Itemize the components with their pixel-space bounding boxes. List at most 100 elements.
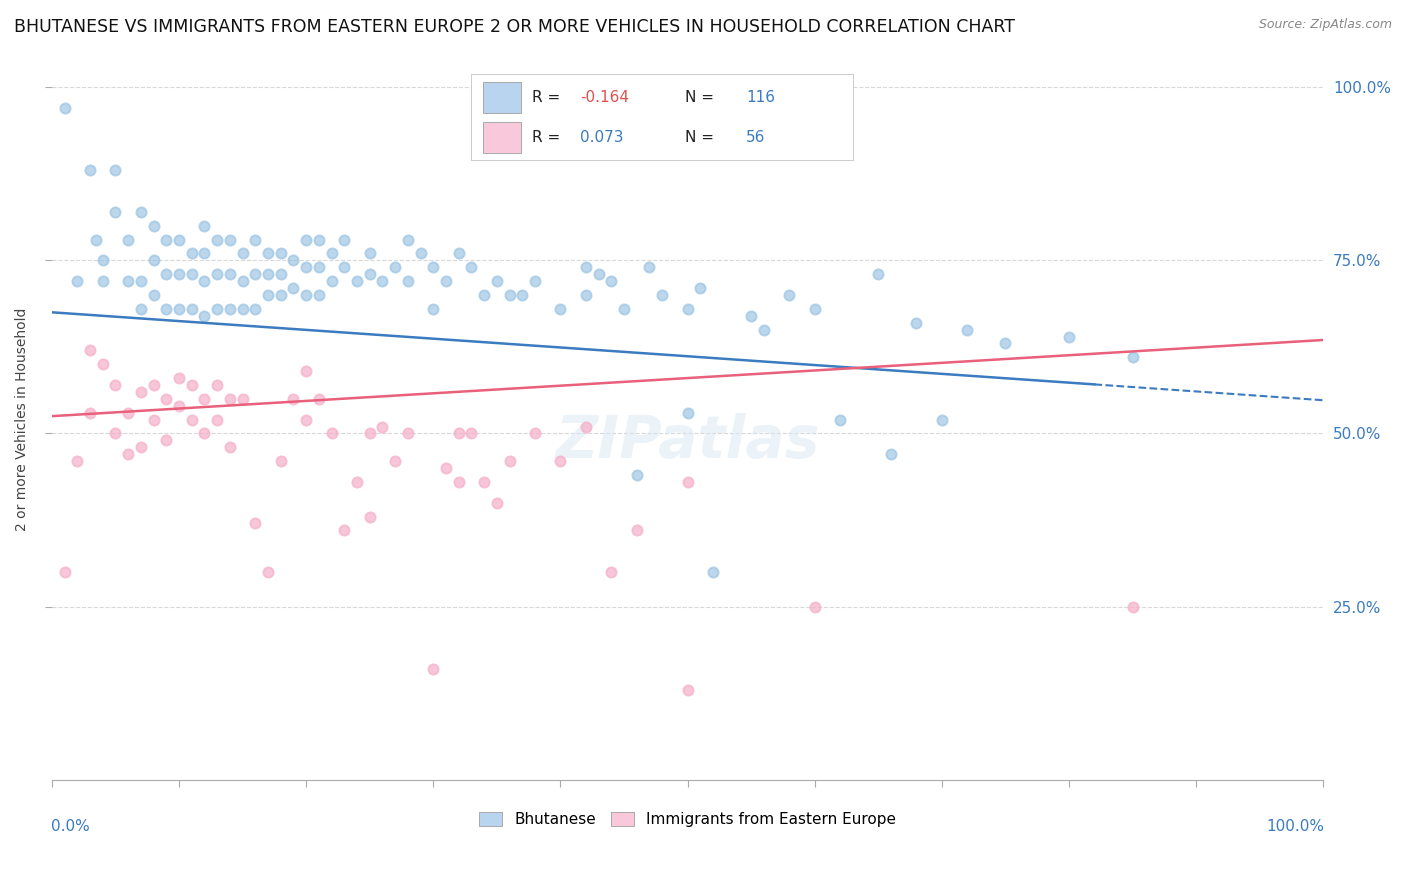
Point [257, 246, 280, 260]
Point [321, 274, 343, 288]
Point [91, 274, 114, 288]
Point [142, 412, 165, 426]
Point [180, 246, 202, 260]
Point [53, 101, 76, 115]
Point [270, 288, 292, 302]
Point [472, 288, 495, 302]
Point [205, 378, 228, 392]
Point [245, 233, 267, 247]
Point [245, 301, 267, 316]
Point [66, 454, 89, 468]
Point [193, 219, 215, 233]
Point [193, 426, 215, 441]
Text: ZIPatlas: ZIPatlas [555, 413, 820, 470]
Point [651, 288, 673, 302]
Point [142, 378, 165, 392]
Point [155, 233, 177, 247]
Point [422, 662, 444, 676]
Point [142, 253, 165, 268]
Point [447, 426, 470, 441]
Point [104, 205, 127, 219]
Point [333, 260, 356, 275]
Point [117, 233, 139, 247]
Point [219, 267, 242, 281]
Point [333, 524, 356, 538]
Point [994, 336, 1017, 351]
Point [79, 163, 101, 178]
Point [205, 267, 228, 281]
Point [676, 406, 699, 420]
Point [219, 233, 242, 247]
Point [588, 267, 610, 281]
Point [676, 301, 699, 316]
Point [575, 419, 598, 434]
Point [180, 301, 202, 316]
Point [91, 357, 114, 371]
Point [626, 468, 648, 483]
Point [498, 288, 520, 302]
Point [270, 454, 292, 468]
Point [880, 447, 903, 461]
Point [702, 565, 724, 579]
Point [167, 233, 190, 247]
Point [485, 274, 508, 288]
Point [524, 274, 547, 288]
Point [830, 412, 852, 426]
Point [295, 288, 318, 302]
Point [219, 440, 242, 454]
Point [167, 267, 190, 281]
Point [676, 682, 699, 697]
Point [180, 378, 202, 392]
Point [167, 399, 190, 413]
Point [460, 426, 482, 441]
Point [117, 274, 139, 288]
Point [1057, 329, 1080, 343]
Point [575, 260, 598, 275]
Point [396, 274, 419, 288]
Point [333, 233, 356, 247]
Point [434, 274, 457, 288]
Point [205, 233, 228, 247]
Point [193, 274, 215, 288]
Point [600, 565, 623, 579]
Point [104, 426, 127, 441]
Point [142, 288, 165, 302]
Point [510, 288, 533, 302]
Point [155, 301, 177, 316]
Point [524, 426, 547, 441]
Point [295, 364, 318, 378]
Point [359, 509, 381, 524]
Text: 100.0%: 100.0% [1267, 819, 1324, 834]
Point [447, 475, 470, 489]
Point [803, 301, 825, 316]
Point [129, 205, 152, 219]
Point [205, 301, 228, 316]
Point [308, 260, 330, 275]
Point [283, 392, 305, 406]
Point [308, 233, 330, 247]
Point [219, 392, 242, 406]
Text: Source: ZipAtlas.com: Source: ZipAtlas.com [1258, 18, 1392, 31]
Point [447, 246, 470, 260]
Point [359, 267, 381, 281]
Point [485, 496, 508, 510]
Point [396, 233, 419, 247]
Point [689, 281, 711, 295]
Point [1122, 351, 1144, 365]
Point [129, 274, 152, 288]
Point [283, 281, 305, 295]
Text: BHUTANESE VS IMMIGRANTS FROM EASTERN EUROPE 2 OR MORE VEHICLES IN HOUSEHOLD CORR: BHUTANESE VS IMMIGRANTS FROM EASTERN EUR… [14, 18, 1015, 36]
Point [167, 301, 190, 316]
Point [155, 392, 177, 406]
Point [142, 219, 165, 233]
Point [117, 406, 139, 420]
Point [232, 274, 254, 288]
Point [308, 288, 330, 302]
Point [359, 426, 381, 441]
Point [740, 309, 762, 323]
Point [53, 565, 76, 579]
Point [104, 163, 127, 178]
Point [550, 454, 572, 468]
Point [371, 274, 394, 288]
Point [79, 406, 101, 420]
